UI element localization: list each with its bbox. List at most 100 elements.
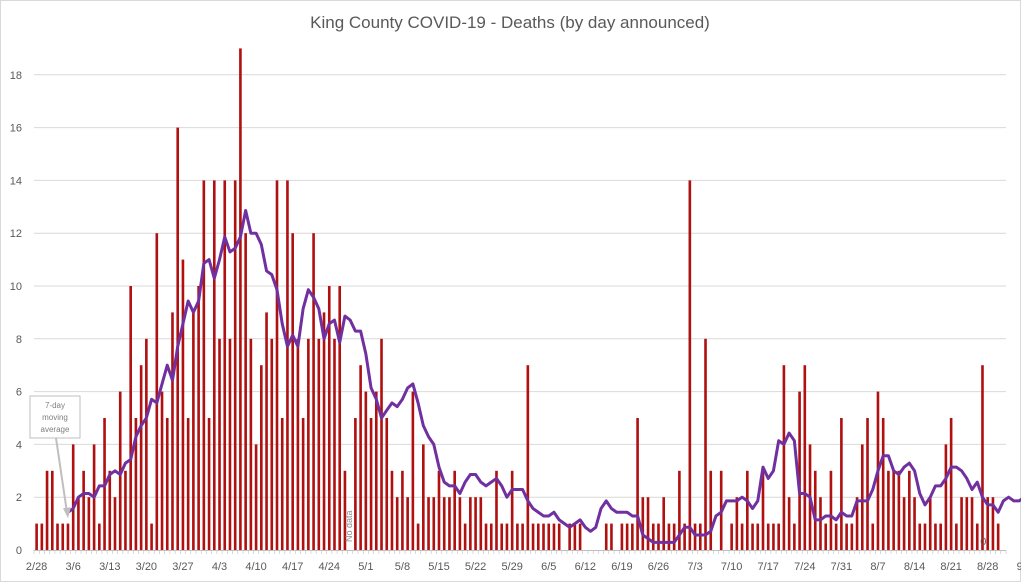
- bar: [139, 365, 143, 550]
- bar: [437, 470, 441, 550]
- y-tick-label: 12: [10, 228, 22, 240]
- x-tick-label: 7/31: [831, 561, 852, 573]
- bar: [160, 391, 164, 550]
- bar: [71, 444, 75, 550]
- x-tick-label: 8/28: [977, 561, 998, 573]
- bar: [908, 470, 911, 550]
- x-tick-label: 6/19: [611, 561, 632, 573]
- bar: [939, 523, 942, 550]
- bar: [469, 497, 472, 550]
- bar: [662, 497, 666, 550]
- zero-value-label: 0: [980, 536, 986, 548]
- x-tick-label: 9/4: [1017, 561, 1021, 573]
- x-tick-label: 5/29: [501, 561, 522, 573]
- x-tick-label: 5/22: [465, 561, 486, 573]
- bar: [369, 418, 373, 550]
- bar: [604, 523, 608, 550]
- bar: [892, 470, 895, 550]
- x-tick-label: 5/8: [395, 561, 410, 573]
- bar: [228, 338, 232, 550]
- bar: [108, 470, 112, 550]
- bar: [50, 470, 54, 550]
- x-tick-label: 8/7: [870, 561, 885, 573]
- bar: [636, 418, 639, 550]
- bar: [343, 470, 347, 550]
- bar: [693, 523, 697, 550]
- bar: [495, 470, 498, 550]
- bar: [542, 523, 545, 550]
- bar: [280, 418, 284, 550]
- bar: [458, 497, 462, 550]
- x-tick-label: 4/3: [212, 561, 227, 573]
- x-tick-label: 6/26: [648, 561, 669, 573]
- bar: [354, 418, 357, 550]
- bar: [829, 470, 833, 550]
- bar: [521, 523, 524, 550]
- bar: [202, 180, 206, 550]
- bar: [395, 497, 399, 550]
- bar: [746, 470, 749, 550]
- bar: [500, 523, 504, 550]
- bar: [171, 312, 174, 550]
- bar: [923, 523, 927, 550]
- bar: [578, 523, 582, 550]
- moving-average-callout-text: average: [41, 425, 70, 434]
- bar: [265, 312, 268, 550]
- bar: [704, 338, 707, 550]
- x-tick-label: 8/14: [904, 561, 925, 573]
- bar: [646, 497, 650, 550]
- bar: [850, 523, 854, 550]
- bar: [855, 497, 859, 550]
- moving-average-series: [66, 209, 1021, 544]
- bar: [824, 523, 828, 550]
- bar: [709, 470, 713, 550]
- bar: [934, 523, 937, 550]
- bar: [401, 470, 404, 550]
- bar: [573, 523, 577, 550]
- bar: [233, 180, 237, 550]
- bar: [463, 523, 467, 550]
- x-tick-label: 7/24: [794, 561, 815, 573]
- bar: [761, 470, 765, 550]
- bar: [970, 497, 974, 550]
- chart-title: King County COVID-19 - Deaths (by day an…: [310, 13, 710, 32]
- bar: [793, 523, 796, 550]
- bar: [913, 497, 916, 550]
- bar: [212, 180, 216, 550]
- bar: [965, 497, 969, 550]
- bar: [301, 418, 305, 550]
- x-tick-label: 5/15: [428, 561, 449, 573]
- bar: [860, 444, 864, 550]
- bar: [82, 470, 85, 550]
- moving-average-callout-box: [29, 395, 81, 439]
- bar: [505, 523, 509, 550]
- bar: [113, 497, 117, 550]
- bar: [453, 470, 456, 550]
- bar: [448, 497, 451, 550]
- bar: [197, 286, 200, 550]
- bar: [986, 497, 990, 550]
- bar: [631, 523, 634, 550]
- bar: [474, 497, 477, 550]
- x-tick-label: 3/20: [136, 561, 157, 573]
- x-tick-label: 7/17: [758, 561, 779, 573]
- bar: [620, 523, 624, 550]
- bar: [118, 391, 122, 550]
- x-tick-label: 5/1: [358, 561, 373, 573]
- bar: [944, 444, 948, 550]
- bar: [66, 523, 70, 550]
- bar: [390, 470, 394, 550]
- bar: [416, 523, 420, 550]
- callout-arrow-head: [62, 507, 71, 519]
- bar: [845, 523, 848, 550]
- bar: [547, 523, 551, 550]
- bar: [798, 391, 801, 550]
- x-tick-label: 7/3: [687, 561, 702, 573]
- bar: [777, 523, 780, 550]
- bar: [77, 497, 80, 550]
- bar: [484, 523, 488, 550]
- bar: [338, 286, 342, 550]
- bar: [866, 418, 869, 550]
